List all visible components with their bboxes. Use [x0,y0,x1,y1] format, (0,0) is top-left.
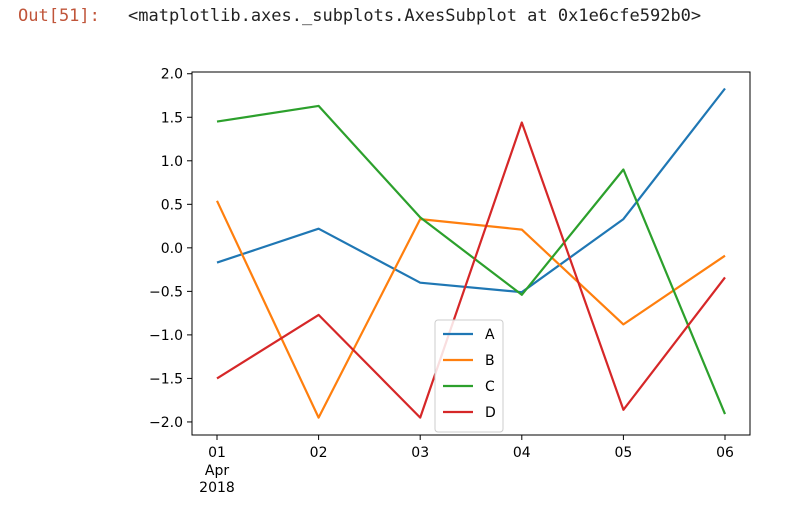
y-tick-label: −0.5 [149,284,183,300]
series-line-d [216,121,726,419]
legend-label-a: A [485,327,495,343]
x-tick-label: 06 [716,445,734,461]
plot-frame [191,71,751,436]
y-axis: 2.0 1.5 1.0 0.5 0.0 −0.5 −1.0 −1.5 −2.0 [149,67,192,431]
y-tick-label: 1.5 [161,110,183,126]
y-tick-label: −1.5 [149,371,183,387]
series-line-a [216,87,726,294]
y-tick-label: 0.5 [161,197,183,213]
x-tick-label: 04 [513,445,531,461]
x-tick-label: 05 [614,445,632,461]
series-layer [216,87,727,419]
legend-label-c: C [485,379,495,395]
y-tick-label: 1.0 [161,154,183,170]
x-tick-label: 01 [208,445,226,461]
x-tick-sublabel: Apr [205,463,229,479]
x-tick-label: 02 [310,445,328,461]
legend-frame [434,319,504,433]
y-tick-label: −1.0 [149,328,183,344]
y-tick-label: 0.0 [161,241,183,257]
output-prompt: Out[51]: [18,6,100,26]
x-tick-sublabel: 2018 [199,480,235,496]
series-line-c [216,104,727,415]
x-tick-label: 03 [411,445,429,461]
series-line-b [216,200,726,419]
legend-label-d: D [485,405,496,421]
y-tick-label: −2.0 [149,415,183,431]
y-tick-label: 2.0 [161,67,183,83]
legend-label-b: B [485,353,495,369]
output-repr-text: <matplotlib.axes._subplots.AxesSubplot a… [128,6,702,26]
